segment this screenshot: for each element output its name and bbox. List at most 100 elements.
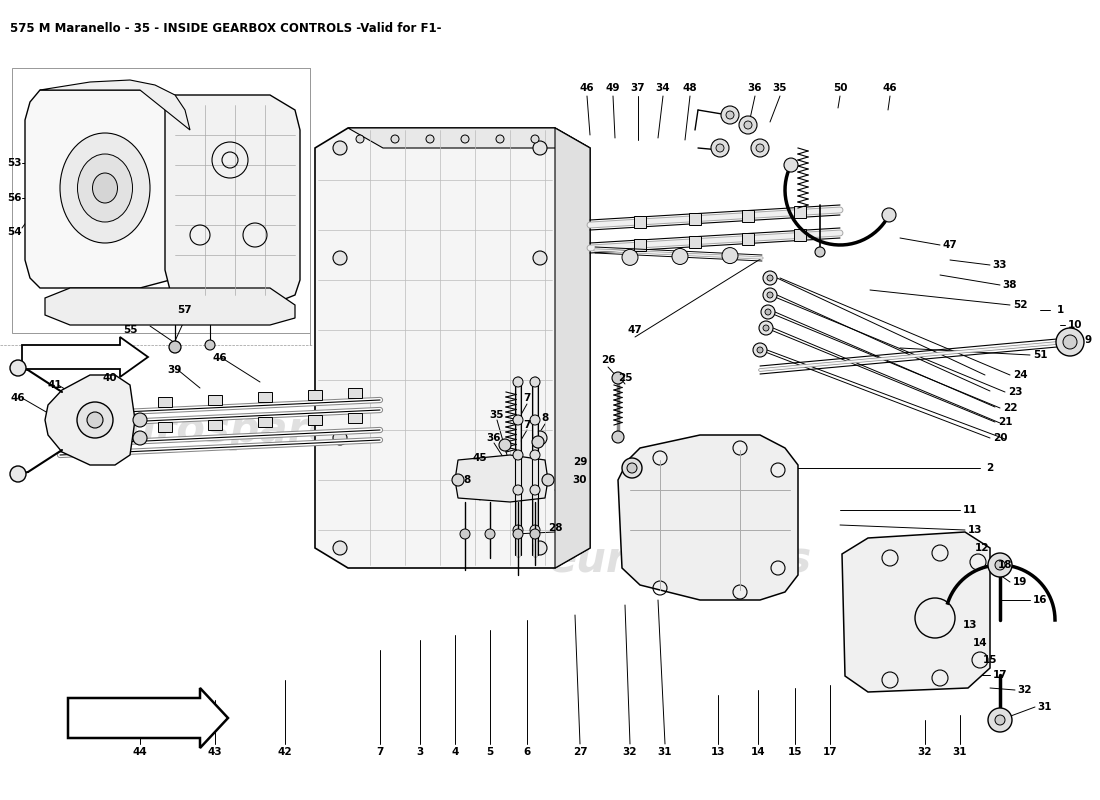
Circle shape (722, 247, 738, 263)
Circle shape (759, 321, 773, 335)
Text: 53: 53 (7, 158, 21, 168)
Bar (742, 233, 754, 245)
Bar (348, 413, 362, 423)
Text: 33: 33 (992, 260, 1008, 270)
Bar (689, 213, 701, 225)
Circle shape (531, 135, 539, 143)
Circle shape (761, 305, 776, 319)
Text: 12: 12 (975, 543, 989, 553)
Text: 37: 37 (630, 83, 646, 93)
Circle shape (784, 158, 798, 172)
Polygon shape (45, 288, 295, 325)
Text: 29: 29 (573, 457, 587, 467)
Text: 44: 44 (133, 747, 147, 757)
Text: 36: 36 (486, 433, 502, 443)
Text: 6: 6 (524, 747, 530, 757)
Circle shape (530, 450, 540, 460)
Text: 31: 31 (1037, 702, 1053, 712)
Text: 8: 8 (541, 413, 549, 423)
Text: 1: 1 (1056, 305, 1064, 315)
Text: 41: 41 (47, 380, 63, 390)
Text: 52: 52 (1013, 300, 1027, 310)
Text: 56: 56 (7, 193, 21, 203)
Circle shape (460, 529, 470, 539)
Bar (12, 68, 310, 333)
Text: 20: 20 (992, 433, 1008, 443)
Text: eurospares: eurospares (549, 539, 812, 581)
Circle shape (77, 402, 113, 438)
Circle shape (10, 466, 26, 482)
Text: 32: 32 (1018, 685, 1032, 695)
Text: 34: 34 (656, 83, 670, 93)
Polygon shape (556, 128, 590, 568)
Text: 15: 15 (982, 655, 998, 665)
Circle shape (815, 247, 825, 257)
Text: 22: 22 (1003, 403, 1018, 413)
Circle shape (988, 553, 1012, 577)
Text: 48: 48 (683, 83, 697, 93)
Circle shape (532, 436, 544, 448)
Circle shape (716, 144, 724, 152)
Circle shape (672, 249, 688, 265)
Circle shape (169, 341, 182, 353)
Text: 11: 11 (962, 505, 977, 515)
Text: 15: 15 (788, 747, 802, 757)
Text: 18: 18 (998, 560, 1012, 570)
Circle shape (530, 529, 540, 539)
Text: 2: 2 (987, 463, 993, 473)
Circle shape (763, 288, 777, 302)
Text: 24: 24 (1013, 370, 1027, 380)
Bar (634, 216, 646, 228)
Circle shape (612, 372, 624, 384)
Circle shape (496, 135, 504, 143)
Circle shape (1056, 328, 1084, 356)
Bar (258, 418, 272, 427)
Text: 35: 35 (772, 83, 788, 93)
Text: 9: 9 (1085, 335, 1091, 345)
Bar (258, 392, 272, 402)
Text: 57: 57 (178, 305, 192, 315)
Polygon shape (618, 435, 798, 600)
Circle shape (739, 116, 757, 134)
Text: 17: 17 (992, 670, 1008, 680)
Circle shape (988, 708, 1012, 732)
Text: 43: 43 (208, 747, 222, 757)
Circle shape (726, 111, 734, 119)
Circle shape (10, 360, 26, 376)
Circle shape (542, 474, 554, 486)
Circle shape (426, 135, 434, 143)
Text: 4: 4 (451, 747, 459, 757)
Text: 28: 28 (548, 523, 562, 533)
Circle shape (452, 474, 464, 486)
Circle shape (133, 431, 147, 445)
Circle shape (513, 525, 522, 535)
Circle shape (390, 135, 399, 143)
Text: 51: 51 (1033, 350, 1047, 360)
Circle shape (612, 431, 624, 443)
Circle shape (534, 141, 547, 155)
Circle shape (530, 377, 540, 387)
Circle shape (756, 144, 764, 152)
Text: 25: 25 (618, 373, 632, 383)
Text: 55: 55 (123, 325, 138, 335)
Text: 50: 50 (833, 83, 847, 93)
Circle shape (333, 541, 346, 555)
Bar (689, 236, 701, 248)
Circle shape (751, 139, 769, 157)
Circle shape (333, 431, 346, 445)
Text: 8: 8 (463, 475, 471, 485)
Text: 7: 7 (524, 420, 530, 430)
Circle shape (513, 377, 522, 387)
Text: 30: 30 (573, 475, 587, 485)
Ellipse shape (60, 133, 150, 243)
Text: 13: 13 (968, 525, 982, 535)
Text: 32: 32 (917, 747, 933, 757)
Text: 47: 47 (943, 240, 957, 250)
Circle shape (461, 135, 469, 143)
Text: 23: 23 (1008, 387, 1022, 397)
Text: 35: 35 (490, 410, 504, 420)
Circle shape (499, 439, 512, 451)
Circle shape (333, 251, 346, 265)
Text: 13: 13 (711, 747, 725, 757)
Bar (794, 206, 806, 218)
